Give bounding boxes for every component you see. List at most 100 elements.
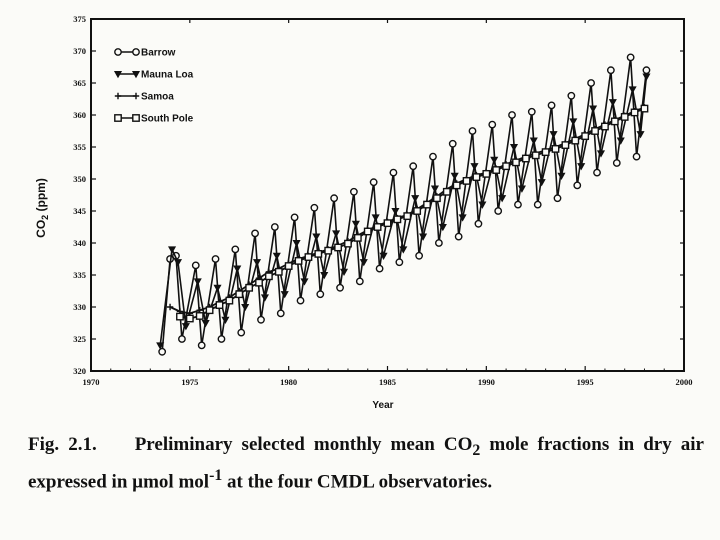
- data-point: [640, 104, 649, 113]
- data-point: [591, 127, 599, 135]
- data-point: [260, 294, 269, 302]
- data-point: [176, 312, 184, 321]
- data-point: [508, 111, 516, 119]
- data-point: [353, 233, 362, 242]
- data-point: [409, 162, 418, 171]
- data-point: [257, 315, 265, 324]
- data-point: [332, 230, 341, 238]
- x-tick-label: 1980: [280, 377, 297, 387]
- data-point: [442, 187, 451, 196]
- x-tick-label: 1985: [379, 377, 396, 387]
- data-point: [512, 158, 520, 167]
- data-point: [448, 139, 457, 148]
- x-tick-label: 1975: [181, 377, 198, 387]
- data-point: [233, 265, 242, 273]
- data-point: [339, 268, 349, 277]
- caption-text-after: mole fractions in dry air expressed in µ…: [28, 434, 704, 493]
- data-point: [482, 169, 491, 178]
- data-point: [241, 303, 250, 312]
- data-point: [630, 108, 639, 117]
- data-point: [391, 207, 400, 216]
- data-point: [395, 258, 404, 267]
- data-point: [304, 253, 313, 261]
- data-point: [156, 342, 165, 350]
- data-point: [462, 177, 471, 185]
- y-tick-label: 340: [73, 238, 86, 248]
- data-point: [167, 246, 177, 254]
- data-point: [527, 107, 536, 116]
- caption-text-end: at the four CMDL observatories.: [222, 471, 493, 493]
- series-layer: [156, 53, 651, 356]
- data-point: [359, 259, 368, 267]
- data-point: [276, 309, 285, 318]
- data-point: [606, 66, 615, 75]
- data-point: [490, 156, 499, 165]
- data-point: [478, 201, 487, 209]
- data-point: [533, 200, 542, 209]
- figure-label: Fig. 2.1.: [28, 434, 97, 455]
- data-point: [201, 319, 210, 328]
- data-point: [225, 296, 234, 305]
- data-point: [231, 245, 240, 254]
- y-axis-title-text: CO2 (ppm): [34, 178, 50, 238]
- data-point: [642, 73, 651, 81]
- data-point: [537, 179, 546, 187]
- x-tick-label: 1990: [478, 377, 495, 387]
- data-point: [344, 239, 352, 248]
- data-point: [601, 122, 609, 131]
- data-point: [371, 214, 380, 222]
- data-point: [351, 220, 360, 229]
- y-axis-title: CO2 (ppm): [34, 178, 50, 238]
- series-south-pole: [176, 104, 649, 323]
- data-point: [433, 194, 441, 203]
- caption-superscript: -1: [209, 466, 223, 484]
- legend-item: South Pole: [114, 114, 194, 125]
- data-point: [547, 101, 556, 110]
- legend-marker: [132, 114, 140, 122]
- data-point: [438, 223, 447, 232]
- data-point: [195, 312, 204, 320]
- y-tick-label: 365: [73, 78, 86, 88]
- data-point: [178, 335, 186, 343]
- data-point: [569, 118, 578, 126]
- legend-marker: [114, 48, 122, 56]
- figure-caption: Fig. 2.1. Preliminary selected monthly me…: [28, 432, 704, 494]
- data-point: [434, 239, 443, 247]
- data-point: [458, 214, 467, 222]
- data-point: [488, 120, 497, 129]
- data-point: [521, 154, 530, 163]
- data-point: [173, 259, 183, 267]
- legend-marker: [114, 114, 122, 122]
- data-point: [217, 335, 226, 343]
- data-point: [191, 261, 200, 270]
- y-tick-label: 360: [73, 110, 86, 120]
- data-point: [375, 264, 384, 273]
- y-axis-ticks: 320 325 330 335 340 345 350 355 360 365 370 375: [73, 14, 684, 376]
- data-point: [541, 148, 550, 157]
- data-point: [589, 105, 598, 113]
- data-point: [573, 181, 582, 190]
- data-point: [314, 249, 323, 258]
- data-point: [245, 283, 254, 292]
- data-point: [316, 290, 325, 299]
- data-point: [185, 314, 194, 323]
- data-point: [312, 233, 321, 241]
- legend-label: Mauna Loa: [141, 70, 194, 81]
- y-tick-label: 335: [73, 270, 86, 280]
- data-point: [211, 255, 220, 263]
- y-tick-label: 355: [73, 142, 86, 152]
- data-point: [642, 66, 651, 75]
- data-point: [608, 99, 617, 107]
- data-point: [205, 306, 214, 315]
- co2-line-chart: 1970 1975 1980 1985 1990 1995 2000 320 325 330 33…: [34, 14, 693, 411]
- data-point: [557, 172, 566, 181]
- data-point: [468, 127, 477, 135]
- data-point: [349, 187, 358, 196]
- data-point: [509, 143, 519, 152]
- data-point: [616, 137, 625, 145]
- data-point: [626, 53, 635, 62]
- data-point: [193, 278, 202, 286]
- data-point: [450, 172, 459, 181]
- data-point: [336, 283, 344, 292]
- data-point: [549, 131, 558, 139]
